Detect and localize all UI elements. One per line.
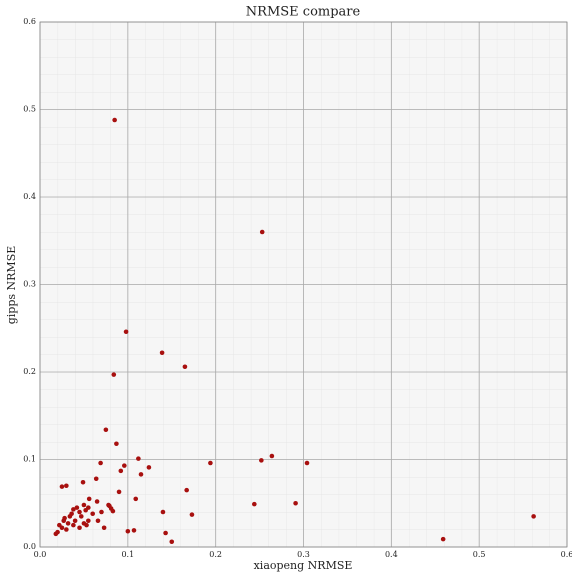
point bbox=[208, 460, 213, 466]
point bbox=[112, 117, 117, 123]
point bbox=[55, 529, 60, 535]
point bbox=[163, 530, 168, 536]
point bbox=[136, 456, 141, 461]
point bbox=[80, 479, 86, 485]
y-axis-label: gipps NRMSE bbox=[5, 246, 18, 325]
point bbox=[69, 511, 74, 517]
point bbox=[118, 468, 124, 474]
y-tick-label: 0.0 bbox=[23, 542, 36, 551]
point bbox=[123, 329, 129, 335]
point bbox=[81, 521, 87, 526]
point bbox=[138, 472, 144, 477]
point bbox=[86, 496, 92, 502]
point bbox=[160, 509, 166, 515]
point bbox=[440, 536, 446, 542]
point bbox=[77, 509, 82, 515]
point bbox=[114, 441, 119, 447]
chart-title: NRMSE compare bbox=[246, 5, 361, 20]
point bbox=[74, 505, 80, 510]
x-tick-label: 0.4 bbox=[385, 550, 398, 559]
point bbox=[116, 489, 122, 495]
point bbox=[182, 364, 188, 370]
x-tick-label: 0.6 bbox=[561, 550, 572, 559]
point bbox=[78, 514, 84, 519]
x-tick-label: 0.1 bbox=[121, 550, 134, 559]
point bbox=[59, 484, 65, 489]
point bbox=[59, 525, 65, 531]
y-tick-label: 0.2 bbox=[23, 367, 36, 376]
point bbox=[259, 229, 265, 235]
point bbox=[86, 518, 91, 524]
x-tick-label: 0.5 bbox=[473, 550, 486, 559]
point bbox=[293, 500, 298, 506]
point bbox=[106, 502, 111, 508]
point bbox=[252, 501, 257, 507]
point bbox=[62, 515, 67, 521]
point bbox=[159, 350, 165, 356]
y-tick-label: 0.4 bbox=[23, 192, 36, 201]
x-tick-label: 0.2 bbox=[209, 550, 222, 559]
point bbox=[64, 483, 69, 489]
point bbox=[133, 496, 139, 502]
point bbox=[122, 463, 127, 468]
point bbox=[111, 372, 117, 377]
point bbox=[71, 522, 76, 528]
point bbox=[189, 512, 195, 517]
point bbox=[90, 511, 95, 517]
point bbox=[110, 508, 116, 514]
point bbox=[98, 460, 103, 466]
point bbox=[125, 528, 131, 534]
point bbox=[77, 525, 82, 531]
point bbox=[99, 509, 104, 515]
point bbox=[131, 528, 137, 533]
point bbox=[94, 499, 100, 504]
point bbox=[184, 487, 189, 493]
x-axis-label: xiaopeng NRMSE bbox=[254, 559, 353, 572]
point bbox=[101, 525, 107, 531]
point bbox=[304, 460, 310, 466]
point bbox=[71, 507, 76, 512]
x-tick-label: 0.3 bbox=[297, 550, 310, 559]
point bbox=[95, 518, 101, 524]
point bbox=[81, 502, 87, 508]
point bbox=[64, 527, 69, 532]
plot-frame bbox=[39, 21, 568, 548]
y-tick-label: 0.5 bbox=[23, 105, 36, 114]
point bbox=[65, 521, 71, 526]
point bbox=[269, 453, 275, 459]
y-tick-label: 0.6 bbox=[23, 17, 36, 26]
point bbox=[259, 458, 264, 463]
y-tick-label: 0.1 bbox=[23, 455, 36, 464]
point bbox=[169, 539, 175, 545]
y-tick-label: 0.3 bbox=[23, 280, 36, 289]
point bbox=[146, 465, 152, 470]
point bbox=[86, 505, 91, 510]
point bbox=[531, 514, 536, 519]
point bbox=[103, 427, 109, 433]
point bbox=[93, 476, 99, 482]
x-tick-label: 0.0 bbox=[34, 550, 47, 559]
point bbox=[72, 518, 78, 524]
